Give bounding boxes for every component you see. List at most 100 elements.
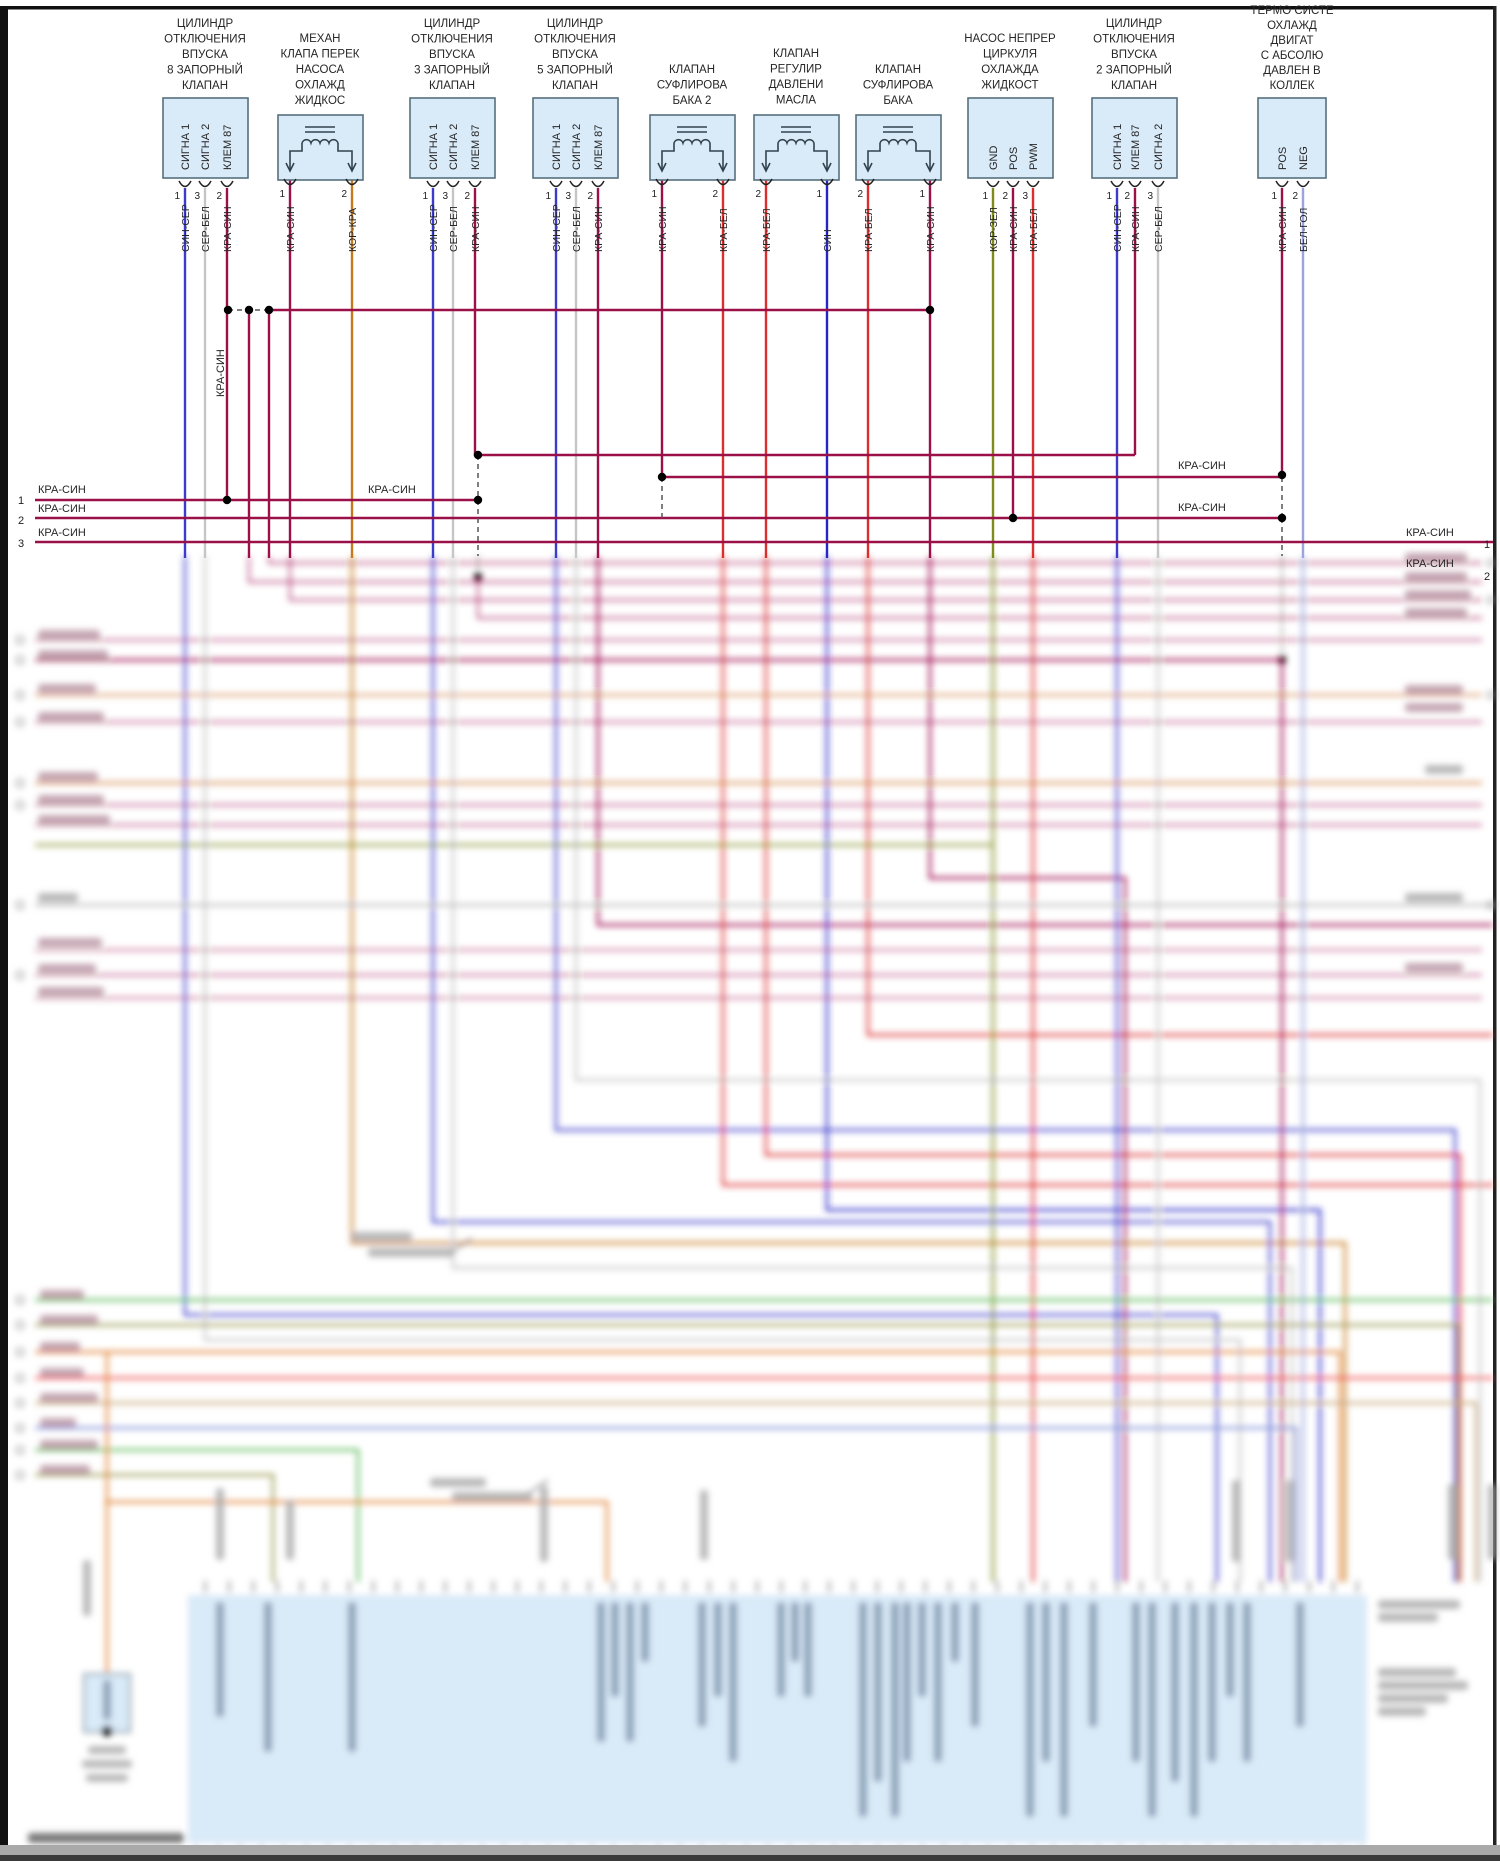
- connector-title-line: ВПУСКА: [182, 49, 228, 61]
- connector-title-line: 3 ЗАПОРНЫЙ: [414, 64, 490, 77]
- pin-number: 3: [565, 191, 571, 202]
- connector-box: [649, 114, 736, 181]
- connector-title-line: ВПУСКА: [1111, 49, 1157, 61]
- connector-title-line: БАКА: [883, 95, 913, 107]
- pin-number: 2: [857, 189, 863, 200]
- solenoid-icon: [761, 126, 832, 173]
- pin-label: СИГНА 2: [571, 124, 583, 170]
- ecu-pin-label-columns: [216, 1602, 1304, 1817]
- wire-color-label: КРА-СИН: [222, 206, 234, 252]
- ecu-module: [188, 1580, 1468, 1854]
- right-row-2-number: 2: [1484, 571, 1490, 583]
- connector-box: [967, 97, 1054, 179]
- connector-box: [1257, 97, 1327, 179]
- wire-color-label: КРА-БЕЛ: [761, 208, 773, 252]
- row-1-number: 1: [18, 495, 24, 507]
- pin-label: КЛЕМ 87: [1130, 125, 1142, 170]
- wire-color-label: КРА-БЕЛ: [718, 208, 730, 252]
- connector-title-line: ЦИЛИНДР: [547, 18, 604, 30]
- connector-title-line: ОТКЛЮЧЕНИЯ: [534, 34, 616, 46]
- wire-color-label: КРА-СИН: [1130, 206, 1142, 252]
- pin-number: 1: [919, 189, 925, 200]
- right-upper-label: КРА-СИН: [1178, 460, 1226, 472]
- wire-color-label: СЕР-БЕЛ: [448, 206, 460, 252]
- wire-color-label: КРА-СИН: [925, 206, 937, 252]
- connector-title-line: ТЕРМО СИСТЕ: [1250, 5, 1333, 17]
- connector-box: [855, 114, 942, 181]
- wire-color-label: СЕР-БЕЛ: [571, 206, 583, 252]
- connector-title-line: КОЛЛЕК: [1270, 80, 1315, 92]
- blurred-left-labels: [15, 630, 110, 1480]
- wire-color-label: СИН-СЕР: [551, 204, 563, 252]
- connector-title-line: КЛАПАН: [182, 80, 228, 92]
- pin-number: 3: [1022, 191, 1028, 202]
- connector-title-line: ОТКЛЮЧЕНИЯ: [1093, 34, 1175, 46]
- pin-label: СИГНА 2: [448, 124, 460, 170]
- connector-title-line: ОХЛАЖДА: [981, 64, 1039, 76]
- solenoid-icon: [657, 126, 728, 173]
- connector-title-line: С АБСОЛЮ: [1261, 50, 1324, 62]
- pin-number: 2: [341, 189, 347, 200]
- blurred-right-labels: [1405, 553, 1496, 972]
- connector-box: [753, 114, 840, 181]
- wire-color-label: СЕР-БЕЛ: [200, 206, 212, 252]
- right-row-1-label: КРА-СИН: [1406, 527, 1454, 539]
- connector-title-line: ДАВЛЕН В: [1263, 65, 1321, 77]
- pin-label: КЛЕМ 87: [470, 125, 482, 170]
- connector-title-line: ВПУСКА: [552, 49, 598, 61]
- pin-label: PWM: [1028, 143, 1040, 170]
- blurred-lower-rows: [35, 1298, 1493, 1674]
- connector-title-line: 2 ЗАПОРНЫЙ: [1096, 64, 1172, 77]
- pin-label: POS: [1008, 147, 1020, 170]
- pin-number: 2: [712, 189, 718, 200]
- connector-oil-pressure-valve: КЛАПАН РЕГУЛИР ДАВЛЕНИ МАСЛА 2 1 КРА-БЕЛ…: [753, 48, 840, 252]
- pin-number: 2: [1002, 191, 1008, 202]
- wire-color-label: СИН: [822, 229, 834, 252]
- wire-color-label: СЕР-БЕЛ: [1153, 206, 1165, 252]
- connector-title-line: МЕХАН: [300, 33, 341, 45]
- pin-number: 2: [216, 191, 222, 202]
- wire-color-label: КОР-ЗЕЛ: [988, 207, 1000, 252]
- connector-title-line: КЛАПАН: [552, 80, 598, 92]
- wire-color-label: КРА-СИН: [1008, 206, 1020, 252]
- pin-label: NEG: [1298, 146, 1310, 170]
- connector-thermo-map-sensor: ТЕРМО СИСТЕ ОХЛАЖД ДВИГАТ С АБСОЛЮ ДАВЛЕ…: [1250, 5, 1333, 252]
- connector-title-line: БАКА 2: [673, 95, 712, 107]
- pin-label: СИГНА 2: [200, 124, 212, 170]
- bottom-edge: [0, 1845, 1500, 1861]
- connector-box: [162, 97, 249, 179]
- pin-label: СИГНА 2: [1153, 124, 1165, 170]
- pin-number: 1: [279, 189, 285, 200]
- connector-tank-vent-valve: КЛАПАН СУФЛИРОВА БАКА 2 1 КРА-БЕЛ КРА-СИ…: [855, 64, 942, 252]
- connector-title-line: ДАВЛЕНИ: [769, 79, 824, 91]
- right-mid-label: КРА-СИН: [1178, 502, 1226, 514]
- pin-number: 1: [982, 191, 988, 202]
- connector-title-line: КЛАПАН: [875, 64, 921, 76]
- solenoid-icon: [285, 126, 357, 173]
- wires-upper: [35, 174, 1493, 558]
- pin-number: 2: [1124, 191, 1130, 202]
- pin-number: 2: [755, 189, 761, 200]
- connector-cylinder-8: ЦИЛИНДР ОТКЛЮЧЕНИЯ ВПУСКА 8 ЗАПОРНЫЙ КЛА…: [162, 18, 249, 252]
- row-1-mid-label: КРА-СИН: [368, 484, 416, 496]
- connector-title-line: КЛАПАН: [669, 64, 715, 76]
- row-2-label: КРА-СИН: [38, 503, 86, 515]
- right-row-1-number: 1: [1484, 539, 1490, 551]
- connector-title-line: ЖИДКОС: [295, 95, 346, 107]
- connector-title-line: НАСОС НЕПРЕР: [964, 33, 1056, 45]
- connector-title-line: КЛАПА ПЕРЕК: [281, 49, 360, 61]
- wire-color-label: КРА-СИН: [470, 206, 482, 252]
- connector-cylinder-3: ЦИЛИНДР ОТКЛЮЧЕНИЯ ВПУСКА 3 ЗАПОРНЫЙ КЛА…: [409, 18, 496, 252]
- connector-cylinder-5: ЦИЛИНДР ОТКЛЮЧЕНИЯ ВПУСКА 5 ЗАПОРНЫЙ КЛА…: [532, 18, 619, 252]
- page-border: [0, 6, 1497, 1858]
- pin-label: КЛЕМ 87: [222, 125, 234, 170]
- connector-title-line: ОХЛАЖД: [1267, 20, 1317, 32]
- connector-title-line: СУФЛИРОВА: [657, 80, 728, 92]
- connector-box: [277, 114, 364, 181]
- bus-labels: 1 КРА-СИН 2 КРА-СИН 3 КРА-СИН КРА-СИН КР…: [18, 349, 1490, 583]
- pin-label: СИГНА 1: [428, 124, 440, 170]
- connector-cylinder-2: ЦИЛИНДР ОТКЛЮЧЕНИЯ ВПУСКА 2 ЗАПОРНЫЙ КЛА…: [1091, 18, 1178, 252]
- pin-number: 3: [194, 191, 200, 202]
- pin-number: 2: [587, 191, 593, 202]
- pin-number: 1: [1271, 191, 1277, 202]
